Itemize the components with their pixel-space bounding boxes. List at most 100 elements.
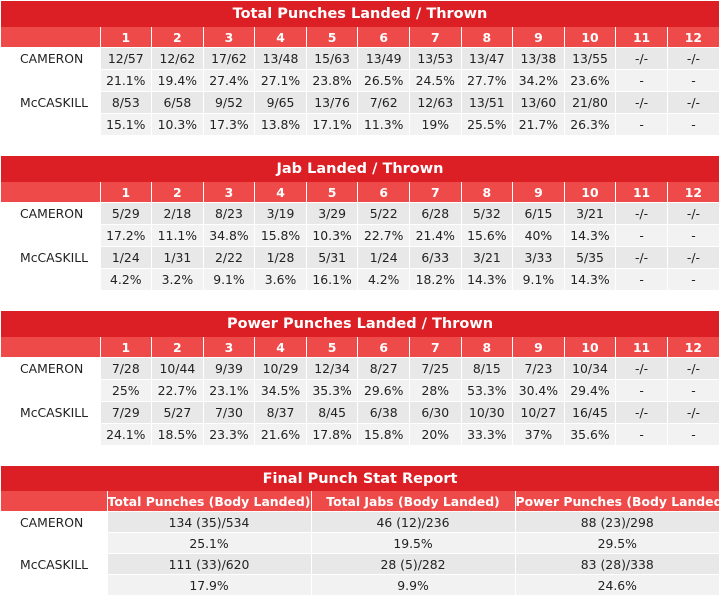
percent-cell: 21.6% xyxy=(254,423,307,446)
fighter-row-landed: CAMERON 12/57 12/62 17/62 13/48 15/63 13/49 13/… xyxy=(1,47,719,70)
landed-thrown-cell: 8/37 xyxy=(254,401,307,424)
landed-thrown-cell: 3/21 xyxy=(564,202,617,225)
landed-thrown-cell: 7/28 xyxy=(100,357,153,380)
landed-thrown-cell: 6/28 xyxy=(409,202,462,225)
percent-cell: 20% xyxy=(409,423,462,446)
final-fighter-row: CAMERON 134 (35)/534 46 (12)/236 88 (23)/29… xyxy=(1,511,719,533)
percent-cell: 14.3% xyxy=(564,224,617,247)
fighter-name: CAMERON xyxy=(1,47,101,70)
percent-cell: - xyxy=(667,268,719,291)
percent-cell: 15.6% xyxy=(461,224,514,247)
percent-cell: 18.2% xyxy=(409,268,462,291)
final-fighter-row: McCASKILL 111 (33)/620 28 (5)/282 83 (28)/3… xyxy=(1,553,719,575)
fighter-name: McCASKILL xyxy=(1,246,101,269)
percent-cell: 30.4% xyxy=(512,379,565,402)
percent-cell: - xyxy=(615,113,668,136)
landed-thrown-cell: -/- xyxy=(667,401,719,424)
landed-thrown-cell: 12/34 xyxy=(306,357,359,380)
final-percent-cell: 17.9% xyxy=(107,574,312,596)
fighter-row-percent: 25% 22.7% 23.1% 34.5% 35.3% 29.6% 28% 53.3% 30.4… xyxy=(1,379,719,402)
round-header: 2 xyxy=(151,182,204,203)
landed-thrown-cell: 13/49 xyxy=(357,47,410,70)
fighter-row-percent: 15.1% 10.3% 17.3% 13.8% 17.1% 11.3% 19% 25.5% 21… xyxy=(1,113,719,136)
round-header: 9 xyxy=(512,182,565,203)
round-stats-table: Power Punches Landed / Thrown 1 2 3 4 5 6 7 8 9 10… xyxy=(1,311,719,446)
landed-thrown-cell: 9/39 xyxy=(203,357,256,380)
percent-cell: 21.7% xyxy=(512,113,565,136)
landed-thrown-cell: 8/15 xyxy=(461,357,514,380)
percent-cell: 11.3% xyxy=(357,113,410,136)
percent-cell: 15.8% xyxy=(254,224,307,247)
percent-cell: 19.4% xyxy=(151,69,204,92)
percent-cell: 23.1% xyxy=(203,379,256,402)
final-percent-row: 25.1% 19.5% 29.5% xyxy=(1,532,719,554)
round-header: 10 xyxy=(564,182,617,203)
final-title: Final Punch Stat Report xyxy=(1,466,719,491)
landed-thrown-cell: 1/24 xyxy=(357,246,410,269)
percent-cell: 29.6% xyxy=(357,379,410,402)
final-value-cell: 134 (35)/534 xyxy=(107,511,312,533)
landed-thrown-cell: 10/44 xyxy=(151,357,204,380)
percent-cell: 4.2% xyxy=(100,268,153,291)
fighter-name-blank xyxy=(1,423,101,446)
final-percent-cell: 19.5% xyxy=(311,532,516,554)
round-header: 8 xyxy=(461,337,514,358)
round-header: 12 xyxy=(667,182,719,203)
final-title-row: Final Punch Stat Report xyxy=(1,466,719,491)
fighter-name-blank xyxy=(1,532,108,554)
final-value-cell: 111 (33)/620 xyxy=(107,553,312,575)
landed-thrown-cell: 10/27 xyxy=(512,401,565,424)
table-title: Jab Landed / Thrown xyxy=(1,156,719,182)
landed-thrown-cell: 6/33 xyxy=(409,246,462,269)
percent-cell: 10.3% xyxy=(306,224,359,247)
landed-thrown-cell: 17/62 xyxy=(203,47,256,70)
percent-cell: 34.2% xyxy=(512,69,565,92)
landed-thrown-cell: 7/30 xyxy=(203,401,256,424)
percent-cell: 21.1% xyxy=(100,69,153,92)
landed-thrown-cell: -/- xyxy=(667,47,719,70)
round-header: 5 xyxy=(306,182,359,203)
fighter-name-blank xyxy=(1,224,101,247)
percent-cell: 27.7% xyxy=(461,69,514,92)
fighter-row-percent: 17.2% 11.1% 34.8% 15.8% 10.3% 22.7% 21.4% 15.6%… xyxy=(1,224,719,247)
percent-cell: 35.6% xyxy=(564,423,617,446)
percent-cell: 29.4% xyxy=(564,379,617,402)
fighter-name-blank xyxy=(1,379,101,402)
percent-cell: 26.5% xyxy=(357,69,410,92)
landed-thrown-cell: -/- xyxy=(667,91,719,114)
landed-thrown-cell: 13/76 xyxy=(306,91,359,114)
landed-thrown-cell: 6/38 xyxy=(357,401,410,424)
landed-thrown-cell: 3/33 xyxy=(512,246,565,269)
round-header: 2 xyxy=(151,27,204,48)
final-column-header: Total Jabs (Body Landed) xyxy=(311,491,516,512)
landed-thrown-cell: 1/28 xyxy=(254,246,307,269)
round-header: 9 xyxy=(512,337,565,358)
percent-cell: 9.1% xyxy=(512,268,565,291)
percent-cell: 28% xyxy=(409,379,462,402)
round-header: 4 xyxy=(254,182,307,203)
percent-cell: 10.3% xyxy=(151,113,204,136)
percent-cell: 18.5% xyxy=(151,423,204,446)
final-column-header: Power Punches (Body Landed) xyxy=(515,491,719,512)
header-blank-cell xyxy=(1,337,101,358)
percent-cell: 17.2% xyxy=(100,224,153,247)
table-title: Power Punches Landed / Thrown xyxy=(1,311,719,337)
landed-thrown-cell: 8/23 xyxy=(203,202,256,225)
percent-cell: 22.7% xyxy=(357,224,410,247)
landed-thrown-cell: -/- xyxy=(615,91,668,114)
percent-cell: 21.4% xyxy=(409,224,462,247)
percent-cell: - xyxy=(615,224,668,247)
landed-thrown-cell: 10/34 xyxy=(564,357,617,380)
landed-thrown-cell: 9/65 xyxy=(254,91,307,114)
landed-thrown-cell: 10/30 xyxy=(461,401,514,424)
landed-thrown-cell: -/- xyxy=(667,202,719,225)
fighter-name-blank xyxy=(1,268,101,291)
landed-thrown-cell: 1/31 xyxy=(151,246,204,269)
round-header: 6 xyxy=(357,337,410,358)
landed-thrown-cell: 5/35 xyxy=(564,246,617,269)
percent-cell: 17.8% xyxy=(306,423,359,446)
percent-cell: - xyxy=(615,69,668,92)
landed-thrown-cell: 6/30 xyxy=(409,401,462,424)
fighter-row-percent: 21.1% 19.4% 27.4% 27.1% 23.8% 26.5% 24.5% 27.7%… xyxy=(1,69,719,92)
round-header: 9 xyxy=(512,27,565,48)
